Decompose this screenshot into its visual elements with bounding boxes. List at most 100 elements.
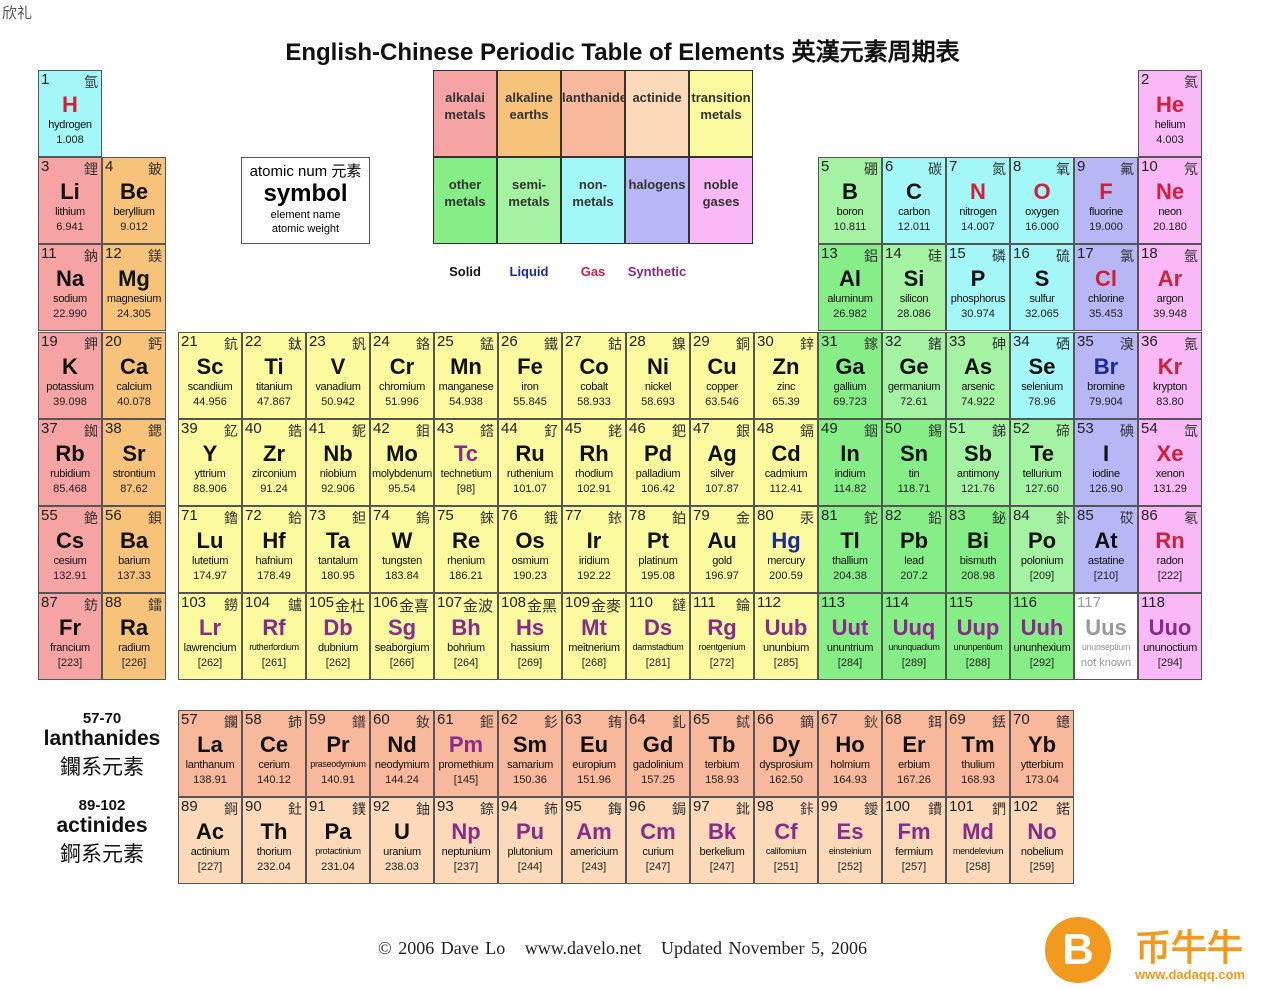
element-cell-db: 105 金杜 Db dubnium [262] (306, 593, 370, 681)
atomic-weight: 150.36 (513, 774, 547, 786)
element-name: polonium (1020, 555, 1064, 567)
state-liquid: Liquid (509, 264, 549, 279)
chinese-name: 氡 (1184, 511, 1198, 527)
element-cell-be: 4 鈹 Be beryllium 9.012 (102, 157, 166, 245)
atomic-number: 114 (885, 594, 909, 612)
key-atomic-num: atomic num 元素 (249, 163, 362, 180)
atomic-number: 16 (1013, 245, 1030, 263)
element-cell-zn: 30 鋅 Zn zinc 65.39 (754, 331, 818, 419)
atomic-weight: [281] (645, 657, 671, 670)
element-cell-sm: 62 釤 Sm samarium 150.36 (498, 710, 562, 797)
element-symbol: Ru (515, 440, 545, 466)
element-cell-ca: 20 鈣 Ca calcium 40.078 (102, 331, 166, 419)
element-symbol: No (1027, 819, 1057, 844)
element-name: ruthenium (506, 467, 554, 480)
atomic-number: 81 (821, 507, 838, 524)
element-name: niobium (319, 467, 357, 480)
atomic-number: 67 (821, 711, 838, 728)
element-symbol: Fm (897, 819, 931, 844)
atomic-number: 118 (1141, 594, 1165, 612)
element-name: roentgenium (698, 642, 746, 653)
element-symbol: Na (55, 266, 85, 292)
element-name: cerium (258, 759, 290, 771)
element-symbol: Tl (840, 528, 860, 553)
element-name: thorium (256, 846, 292, 858)
element-name: terbium (704, 759, 740, 771)
chinese-name: 釷 (288, 802, 302, 818)
element-symbol: Cm (640, 819, 676, 844)
atomic-number: 107 (437, 594, 463, 612)
chinese-name: 鋅 (800, 336, 814, 353)
element-symbol: Sr (122, 440, 146, 466)
atomic-weight: 78.96 (1028, 395, 1056, 408)
atomic-weight: 192.22 (577, 570, 611, 582)
atomic-number: 10 (1141, 158, 1158, 176)
atomic-number: 99 (821, 798, 838, 815)
chinese-name: 磷 (992, 249, 1006, 266)
atomic-number: 116 (1013, 594, 1037, 612)
chinese-name: 鐽 (672, 598, 686, 615)
atomic-number: 7 (949, 158, 958, 176)
atomic-number: 48 (757, 419, 774, 437)
atomic-number: 80 (757, 507, 774, 524)
chinese-name: 銦 (864, 423, 878, 440)
chinese-name: 釕 (544, 423, 558, 440)
element-name: tellurium (1022, 467, 1062, 480)
element-symbol: Xe (1156, 440, 1184, 466)
element-cell-uub: 112 Uub ununbium [285] (754, 593, 818, 681)
element-symbol: Tb (708, 732, 736, 757)
chinese-name: 銥 (608, 511, 622, 527)
element-name: meitnerium (568, 642, 620, 655)
atomic-weight: 140.12 (257, 774, 291, 786)
atomic-weight: 69.723 (833, 395, 867, 408)
element-name: bromine (1087, 380, 1125, 393)
atomic-number: 84 (1013, 507, 1030, 524)
chinese-name: 鉿 (288, 511, 302, 527)
legend-halogen: halogens (625, 157, 689, 244)
element-cell-in: 49 銦 In indium 114.82 (818, 418, 882, 506)
atomic-weight: 9.012 (120, 221, 148, 234)
atomic-weight: 158.93 (705, 774, 739, 786)
chinese-name: 鉀 (84, 336, 98, 353)
atomic-weight: [237] (453, 861, 479, 873)
element-name: cadmium (764, 467, 808, 480)
atomic-weight: 39.948 (1153, 308, 1187, 321)
atomic-number: 108 (501, 594, 527, 612)
atomic-weight: 118.71 (897, 482, 931, 495)
chinese-name: 鎂 (148, 249, 162, 266)
atomic-number: 103 (181, 594, 207, 612)
atomic-number: 19 (41, 332, 58, 350)
chinese-name: 鈧 (224, 336, 238, 353)
element-name: boron (836, 206, 864, 219)
atomic-weight: [272] (709, 657, 735, 670)
element-symbol: S (1034, 266, 1050, 292)
atomic-number: 61 (437, 711, 454, 728)
chinese-name: 錀 (736, 598, 750, 615)
element-symbol: Si (903, 266, 925, 292)
atomic-weight: [222] (1157, 570, 1183, 582)
element-cell-hs: 108 金黑 Hs hassium [269] (498, 593, 562, 681)
atomic-weight: [251] (773, 861, 799, 873)
atomic-number: 104 (245, 594, 271, 612)
lanthanides-zh: 鑭系元素 (60, 755, 144, 779)
element-symbol: Ce (259, 732, 289, 757)
element-cell-ba: 56 鋇 Ba barium 137.33 (102, 506, 166, 593)
atomic-weight: 1.008 (56, 134, 84, 146)
atomic-weight: 72.61 (900, 395, 928, 408)
atomic-weight: 83.80 (1156, 395, 1184, 408)
atomic-number: 40 (245, 419, 262, 437)
atomic-weight: [227] (197, 861, 223, 873)
chinese-name: 鉬 (416, 423, 430, 440)
atomic-weight: 92.906 (321, 482, 355, 495)
atomic-number: 102 (1013, 798, 1039, 815)
atomic-number: 37 (41, 419, 58, 437)
element-symbol: Cu (707, 353, 737, 379)
chinese-name: 鍆 (992, 802, 1006, 818)
chinese-name: 鈮 (352, 423, 366, 440)
atomic-number: 9 (1077, 158, 1086, 176)
atomic-weight: 101.07 (513, 482, 547, 495)
element-cell-tl: 81 鉈 Tl thallium 204.38 (818, 506, 882, 593)
element-symbol: P (970, 266, 986, 292)
atomic-number: 85 (1077, 507, 1094, 524)
